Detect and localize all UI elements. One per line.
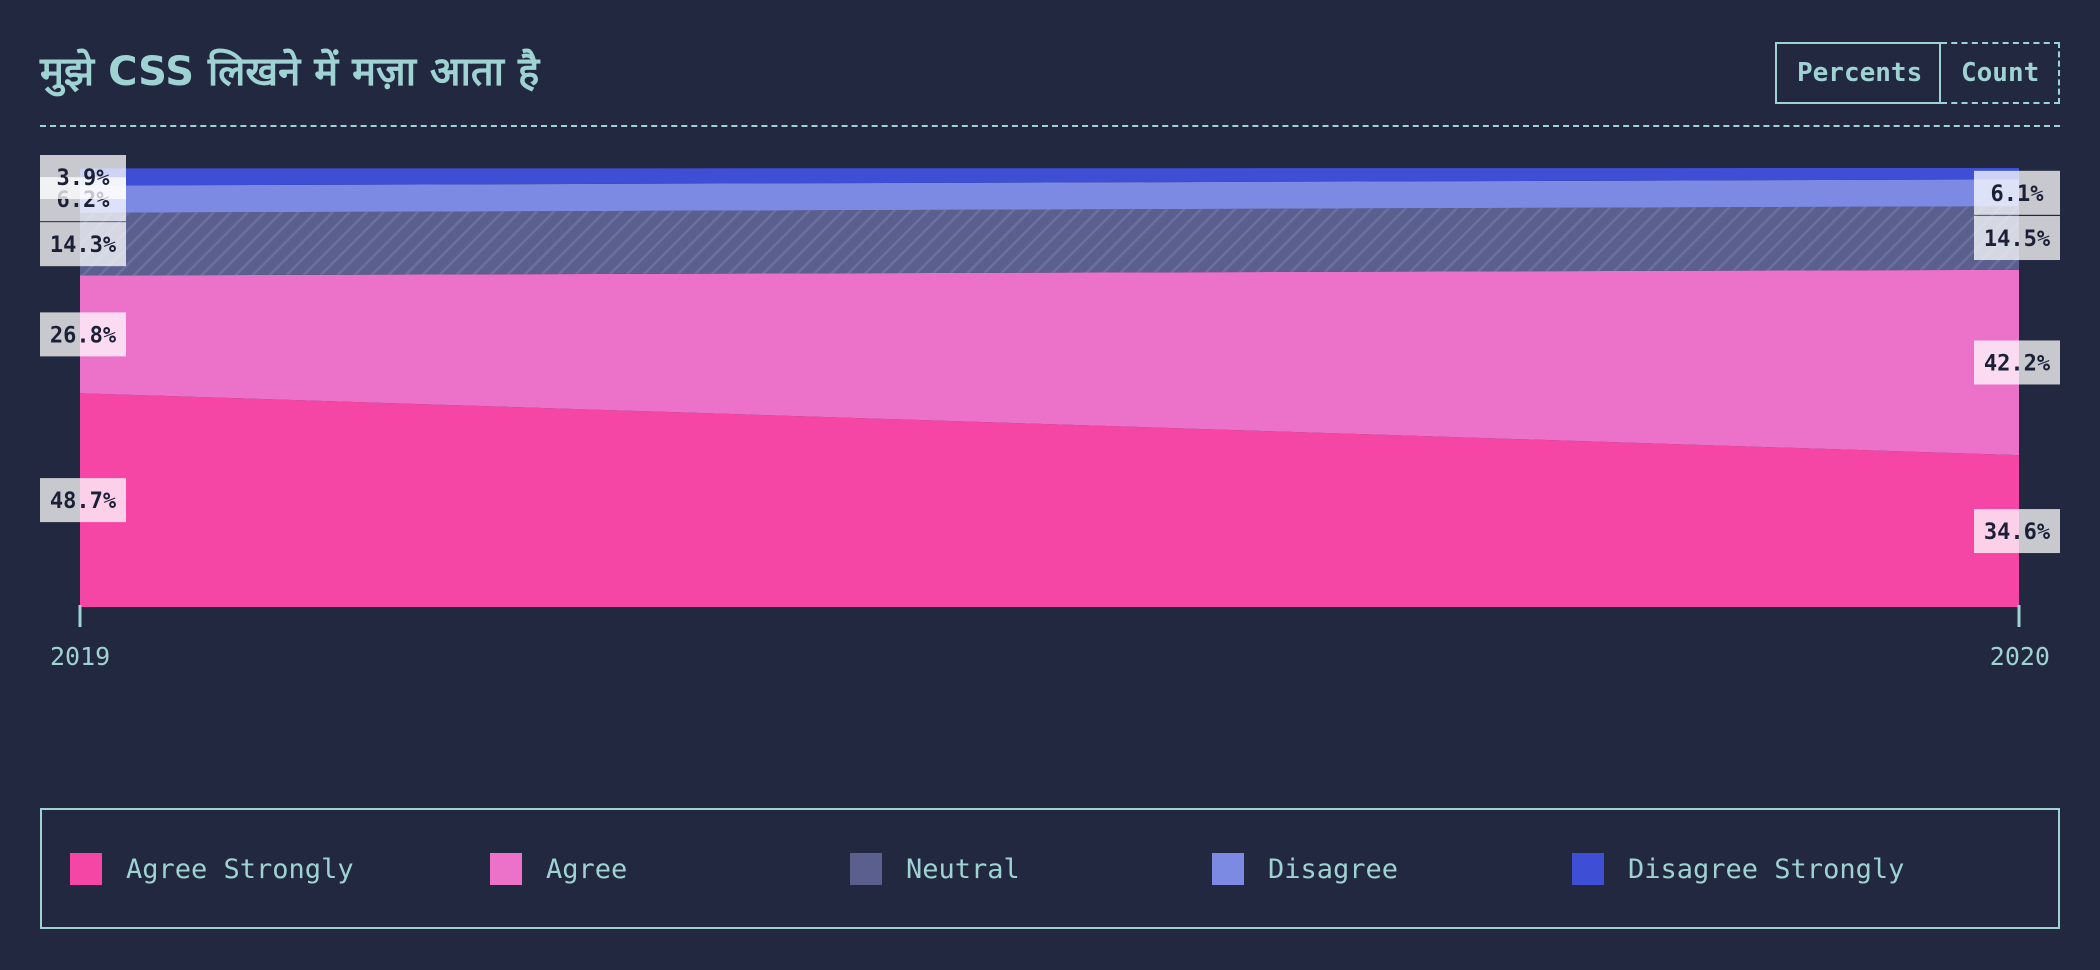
data-label-disagree-2020: 6.1% bbox=[1974, 170, 2060, 215]
data-label-agree-2020: 42.2% bbox=[1974, 340, 2060, 385]
legend-item-agree[interactable]: Agree bbox=[490, 852, 627, 886]
area-disagree-strongly[interactable] bbox=[80, 168, 2019, 186]
stacked-area-chart: 2019 2020 48.7% 34.6% 26.8% 42.2% 14.3% 14.5% 6… bbox=[40, 154, 2060, 671]
chart-title: मुझे CSS लिखने में मज़ा आता है bbox=[40, 49, 540, 95]
legend-label: Disagree bbox=[1268, 853, 1399, 885]
data-label-agree-2019: 26.8% bbox=[40, 312, 126, 357]
x-axis: 2019 2020 bbox=[50, 605, 2050, 671]
legend-swatch bbox=[490, 853, 522, 885]
x-tick-label: 2020 bbox=[1990, 642, 2050, 671]
data-label-box bbox=[40, 478, 126, 523]
data-label-box bbox=[40, 222, 126, 267]
data-labels: 48.7%34.6%26.8%42.2%14.3% 14.5%6.2% 6.1%3.… bbox=[40, 154, 2060, 554]
x-tick-label: 2019 bbox=[50, 642, 110, 671]
data-label-text: 3.9% bbox=[57, 166, 111, 191]
data-label-text: 48.7% bbox=[50, 489, 117, 514]
data-label-text: 34.6% bbox=[1984, 520, 2051, 545]
legend-label: Disagree Strongly bbox=[1628, 853, 1905, 885]
legend-swatch bbox=[70, 853, 102, 885]
data-label-box bbox=[1974, 216, 2060, 261]
data-label-box bbox=[1974, 509, 2060, 554]
percents-button[interactable]: Percents bbox=[1775, 42, 1941, 104]
unit-toggle: Percents Count bbox=[1775, 42, 2060, 104]
area-neutral[interactable] bbox=[80, 206, 2019, 276]
legend-label: Agree Strongly bbox=[126, 853, 354, 885]
data-label-text: 42.2% bbox=[1984, 351, 2051, 376]
legend-label: Agree bbox=[546, 853, 628, 885]
data-label-neutral-2019: 14.3% bbox=[40, 222, 126, 267]
legend-item-agree-strongly[interactable]: Agree Strongly bbox=[70, 852, 354, 886]
data-label-agree-strongly-2020: 34.6% bbox=[1974, 509, 2060, 554]
legend-item-disagree-strongly[interactable]: Disagree Strongly bbox=[1572, 852, 1904, 886]
area-agree[interactable] bbox=[80, 269, 2019, 456]
legend-swatch bbox=[1212, 853, 1244, 885]
legend-item-disagree[interactable]: Disagree bbox=[1212, 852, 1398, 886]
data-label-agree-strongly-2019: 48.7% bbox=[40, 478, 126, 523]
header-divider bbox=[40, 125, 2060, 127]
chart-areas bbox=[80, 168, 2019, 607]
data-label-neutral-2020: 14.5% bbox=[1974, 216, 2060, 261]
data-label-text: 6.1% bbox=[1991, 182, 2045, 207]
data-label-box bbox=[1974, 340, 2060, 385]
data-label-box bbox=[40, 154, 126, 199]
legend-item-neutral[interactable]: Neutral bbox=[850, 852, 1020, 886]
data-label-box bbox=[1974, 170, 2060, 215]
legend-label: Neutral bbox=[906, 853, 1020, 885]
data-label-text: 14.3% bbox=[50, 233, 117, 258]
legend: Agree Strongly Agree Neutral Disagree Di… bbox=[40, 808, 2060, 929]
data-label-text: 26.8% bbox=[50, 323, 117, 348]
area-agree-strongly[interactable] bbox=[80, 393, 2019, 607]
data-label-disagree-strongly-2019: 3.9% bbox=[40, 154, 126, 199]
area-disagree[interactable] bbox=[80, 179, 2019, 213]
legend-swatch bbox=[850, 853, 882, 885]
legend-swatch bbox=[1572, 853, 1604, 885]
data-label-box bbox=[40, 312, 126, 357]
count-button[interactable]: Count bbox=[1941, 42, 2060, 104]
data-label-text: 14.5% bbox=[1984, 227, 2051, 252]
